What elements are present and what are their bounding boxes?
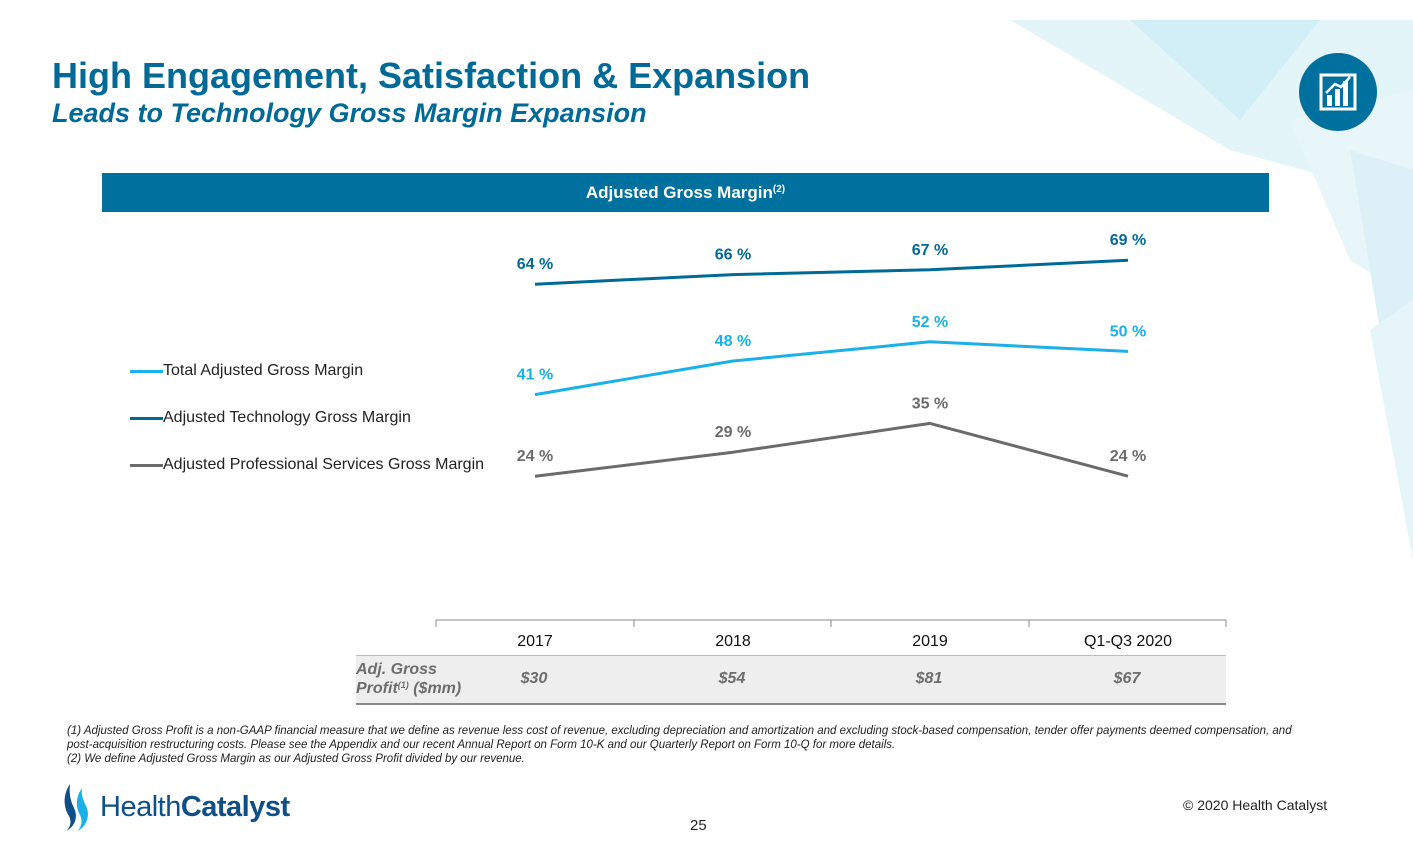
legend-swatch-total — [130, 370, 163, 373]
page-title: High Engagement, Satisfaction & Expansio… — [52, 55, 811, 96]
gross-profit-footnote-ref: (1) — [397, 680, 409, 690]
legend-item-professional-services: Adjusted Professional Services Gross Mar… — [130, 454, 484, 501]
gross-profit-label-profit: Profit — [356, 680, 398, 697]
page-number: 25 — [690, 817, 707, 834]
legend-label-professional-services: Adjusted Professional Services Gross Mar… — [163, 456, 485, 473]
health-catalyst-logo: HealthCatalyst — [60, 782, 290, 832]
logo-wordmark-light: Health — [100, 790, 181, 823]
data-label-technology-2017: 64 % — [517, 256, 553, 273]
chart-header-bar: Adjusted Gross Margin(2) — [102, 173, 1269, 212]
series-line-total — [534, 340, 1129, 397]
data-label-technology-q1-q3-2020: 69 % — [1110, 232, 1146, 249]
gross-profit-row-label: Adj. Gross Profit(1) ($mm) — [356, 660, 506, 698]
series-line-technology — [534, 258, 1129, 286]
data-label-professional-services-2019: 35 % — [912, 395, 948, 412]
x-tick-label-2017: 2017 — [517, 633, 553, 650]
chart-header-footnote-ref: (2) — [772, 184, 786, 195]
footnote-2: (2) We define Adjusted Gross Margin as o… — [67, 753, 525, 765]
gross-profit-value-2019: $81 — [915, 670, 943, 687]
data-label-total-2017: 41 % — [517, 367, 553, 384]
legend-item-total: Total Adjusted Gross Margin — [130, 360, 484, 407]
gross-profit-value-2018: $54 — [718, 670, 746, 687]
legend-swatch-technology — [130, 417, 163, 420]
gross-profit-label-unit: ($mm) — [408, 680, 462, 697]
x-tick-label-2018: 2018 — [715, 633, 751, 650]
data-label-total-2019: 52 % — [912, 314, 948, 331]
legend-item-technology: Adjusted Technology Gross Margin — [130, 407, 484, 454]
footnotes: (1) Adjusted Gross Profit is a non-GAAP … — [67, 724, 1307, 766]
data-label-technology-2018: 66 % — [715, 247, 751, 264]
data-label-professional-services-q1-q3-2020: 24 % — [1110, 448, 1146, 465]
gross-profit-row-background — [356, 655, 1226, 705]
logo-wordmark: HealthCatalyst — [100, 791, 290, 824]
legend-label-total: Total Adjusted Gross Margin — [163, 362, 364, 379]
data-label-professional-services-2018: 29 % — [715, 424, 751, 441]
gross-profit-value-2020: $67 — [1113, 670, 1141, 687]
page-subtitle: Leads to Technology Gross Margin Expansi… — [52, 98, 647, 128]
data-label-professional-services-2017: 24 % — [517, 448, 553, 465]
copyright-notice: © 2020 Health Catalyst — [1183, 797, 1328, 813]
data-label-total-q1-q3-2020: 50 % — [1110, 323, 1146, 340]
legend-label-technology: Adjusted Technology Gross Margin — [163, 409, 411, 426]
data-label-technology-2019: 67 % — [912, 242, 948, 259]
legend-swatch-professional-services — [130, 464, 163, 467]
x-tick-label-q1-q3-2020: Q1-Q3 2020 — [1084, 633, 1172, 650]
series-line-professional-services — [534, 421, 1129, 478]
chart-header-title: Adjusted Gross Margin — [585, 183, 773, 202]
bar-chart-icon — [1299, 53, 1377, 131]
x-tick-label-2019: 2019 — [912, 633, 948, 650]
gross-profit-label-main: Adj. Gross — [356, 661, 437, 678]
data-label-total-2018: 48 % — [715, 333, 751, 350]
logo-wordmark-bold: Catalyst — [180, 790, 290, 823]
flame-logo-icon — [64, 784, 88, 831]
gross-profit-value-2017: $30 — [520, 670, 548, 687]
footnote-1: (1) Adjusted Gross Profit is a non-GAAP … — [67, 725, 1292, 751]
chart-legend: Total Adjusted Gross Margin Adjusted Tec… — [130, 360, 484, 501]
